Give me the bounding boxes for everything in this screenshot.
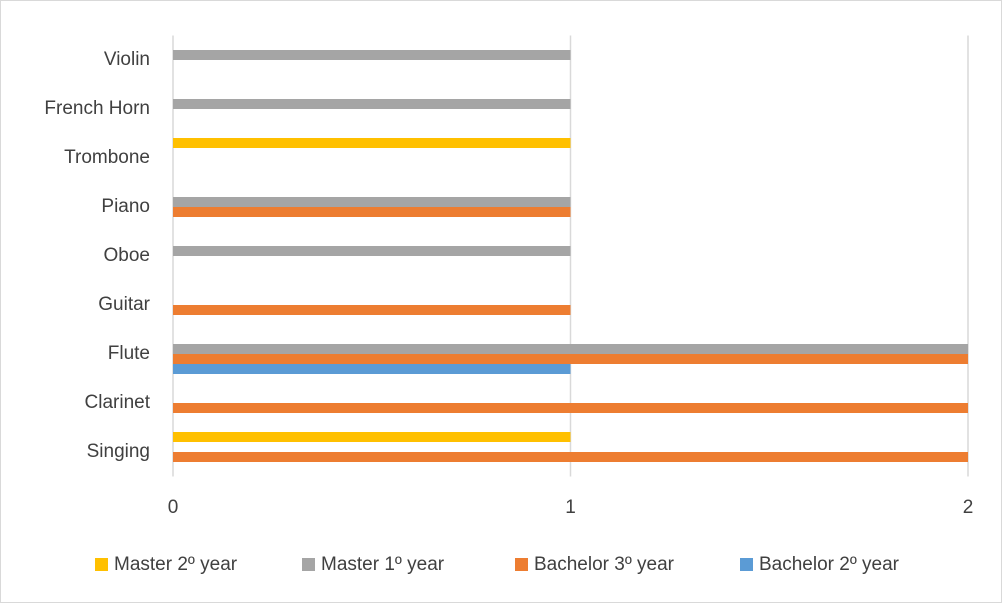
x-tick-label: 0: [168, 497, 179, 518]
bar: [173, 364, 571, 374]
bar: [173, 452, 968, 462]
y-tick-label: Oboe: [104, 245, 150, 266]
y-tick-label: Piano: [101, 196, 150, 217]
y-tick-label: French Horn: [44, 98, 150, 119]
legend-label: Master 1º year: [321, 554, 445, 575]
bar: [173, 403, 968, 413]
legend-swatch: [302, 558, 315, 571]
y-tick-label: Singing: [87, 441, 150, 462]
y-tick-label: Flute: [108, 343, 150, 364]
y-tick-label: Violin: [104, 49, 150, 70]
legend-label: Master 2º year: [114, 554, 238, 575]
legend-label: Bachelor 3º year: [534, 554, 675, 575]
x-tick-label: 2: [963, 497, 974, 518]
bar: [173, 432, 571, 442]
y-tick-label: Clarinet: [85, 392, 151, 413]
bar: [173, 138, 571, 148]
legend-swatch: [515, 558, 528, 571]
bar: [173, 305, 571, 315]
y-tick-label: Guitar: [98, 294, 150, 315]
bar: [173, 246, 571, 256]
legend-swatch: [740, 558, 753, 571]
bar: [173, 354, 968, 364]
bar: [173, 344, 968, 354]
y-tick-label: Trombone: [64, 147, 150, 168]
bar: [173, 207, 571, 217]
bar: [173, 197, 571, 207]
bar: [173, 50, 571, 60]
legend-label: Bachelor 2º year: [759, 554, 900, 575]
legend-swatch: [95, 558, 108, 571]
bar: [173, 99, 571, 109]
x-tick-label: 1: [565, 497, 576, 518]
